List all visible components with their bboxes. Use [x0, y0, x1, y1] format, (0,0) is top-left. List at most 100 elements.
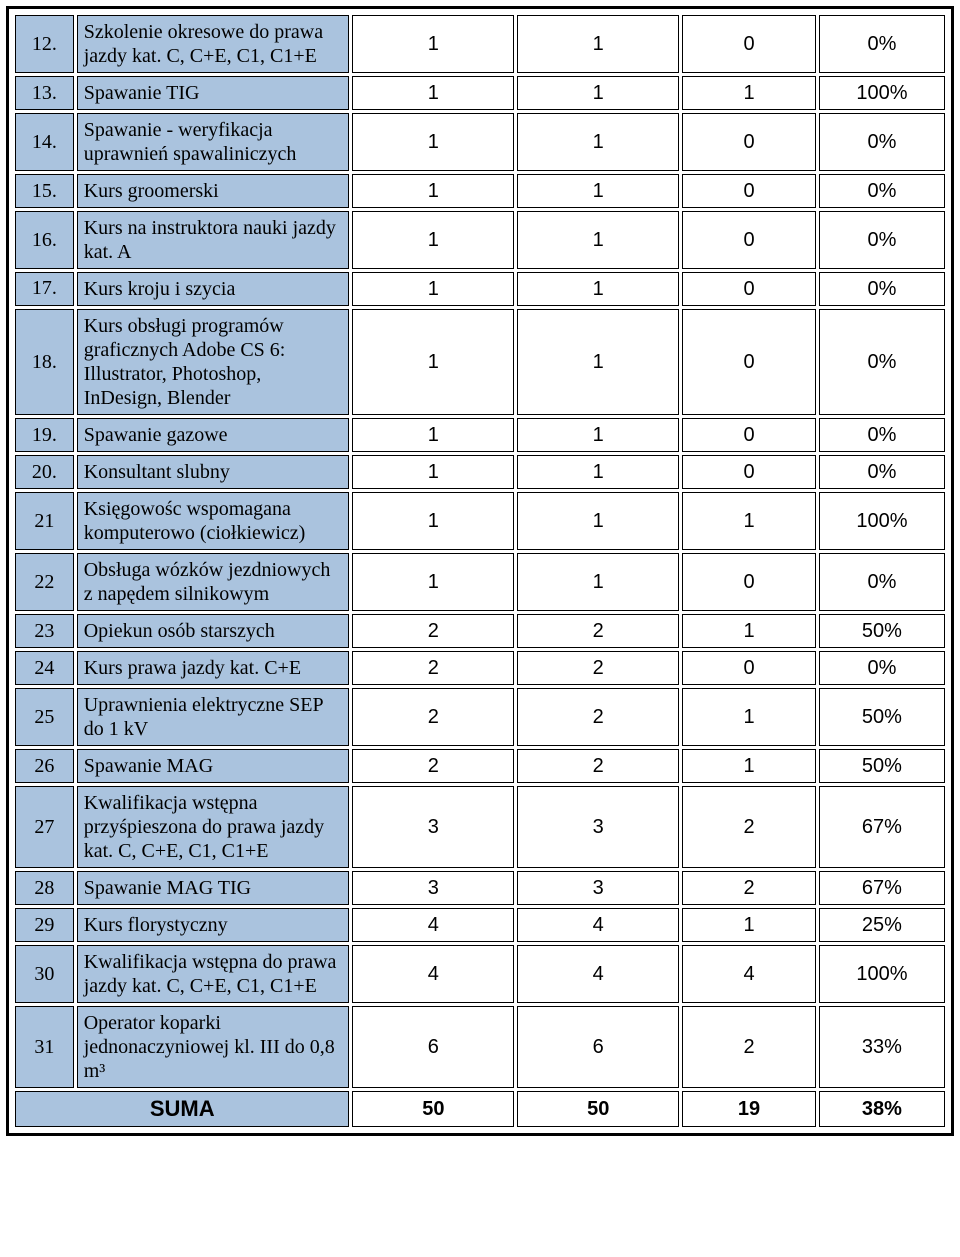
row-col6: 0% [819, 15, 945, 73]
row-col3: 1 [352, 272, 514, 306]
table-row: 29Kurs florystyczny44125% [15, 908, 945, 942]
row-number: 26 [15, 749, 74, 783]
table-row: 16.Kurs na instruktora nauki jazdy kat. … [15, 211, 945, 269]
row-col4: 2 [517, 651, 679, 685]
row-name: Opiekun osób starszych [77, 614, 350, 648]
row-col6: 0% [819, 553, 945, 611]
row-name: Spawanie TIG [77, 76, 350, 110]
row-name: Kurs florystyczny [77, 908, 350, 942]
row-col6: 0% [819, 272, 945, 306]
row-col4: 6 [517, 1006, 679, 1088]
row-col6: 0% [819, 455, 945, 489]
table-row: 14.Spawanie - weryfikacja uprawnień spaw… [15, 113, 945, 171]
row-col3: 1 [352, 15, 514, 73]
row-col6: 0% [819, 418, 945, 452]
row-col5: 1 [682, 76, 816, 110]
sum-c5: 19 [682, 1091, 816, 1127]
row-col3: 2 [352, 688, 514, 746]
row-col5: 0 [682, 211, 816, 269]
row-number: 30 [15, 945, 74, 1003]
row-name: Kurs na instruktora nauki jazdy kat. A [77, 211, 350, 269]
row-col4: 1 [517, 418, 679, 452]
row-col6: 50% [819, 749, 945, 783]
sum-row: SUMA50501938% [15, 1091, 945, 1127]
row-col4: 1 [517, 455, 679, 489]
row-number: 24 [15, 651, 74, 685]
row-col4: 1 [517, 211, 679, 269]
row-col5: 0 [682, 174, 816, 208]
table-row: 12.Szkolenie okresowe do prawa jazdy kat… [15, 15, 945, 73]
sum-c3: 50 [352, 1091, 514, 1127]
row-col5: 0 [682, 272, 816, 306]
row-col4: 1 [517, 76, 679, 110]
row-name: Kurs prawa jazdy kat. C+E [77, 651, 350, 685]
row-col5: 1 [682, 492, 816, 550]
row-name: Obsługa wózków jezdniowych z napędem sil… [77, 553, 350, 611]
row-col6: 67% [819, 786, 945, 868]
row-col6: 0% [819, 309, 945, 415]
row-col5: 0 [682, 15, 816, 73]
row-name: Spawanie MAG [77, 749, 350, 783]
row-col3: 1 [352, 455, 514, 489]
row-col3: 1 [352, 418, 514, 452]
table-row: 23Opiekun osób starszych22150% [15, 614, 945, 648]
row-col6: 33% [819, 1006, 945, 1088]
row-col3: 1 [352, 76, 514, 110]
row-col6: 50% [819, 688, 945, 746]
row-col5: 4 [682, 945, 816, 1003]
row-col5: 1 [682, 749, 816, 783]
row-col4: 1 [517, 309, 679, 415]
row-col5: 1 [682, 908, 816, 942]
table-row: 27Kwalifikacja wstępna przyśpieszona do … [15, 786, 945, 868]
row-col5: 0 [682, 113, 816, 171]
table-row: 24Kurs prawa jazdy kat. C+E2200% [15, 651, 945, 685]
row-number: 31 [15, 1006, 74, 1088]
table-frame: 12.Szkolenie okresowe do prawa jazdy kat… [6, 6, 954, 1136]
row-name: Spawanie - weryfikacja uprawnień spawali… [77, 113, 350, 171]
row-col4: 4 [517, 908, 679, 942]
row-col5: 1 [682, 688, 816, 746]
row-col6: 100% [819, 945, 945, 1003]
row-col4: 1 [517, 553, 679, 611]
sum-c6: 38% [819, 1091, 945, 1127]
table-row: 13.Spawanie TIG111100% [15, 76, 945, 110]
table-row: 21Księgowośc wspomagana komputerowo (cio… [15, 492, 945, 550]
sum-label: SUMA [15, 1091, 349, 1127]
row-col6: 0% [819, 651, 945, 685]
row-col5: 2 [682, 786, 816, 868]
row-name: Spawanie MAG TIG [77, 871, 350, 905]
row-name: Kwalifikacja wstępna przyśpieszona do pr… [77, 786, 350, 868]
row-col4: 1 [517, 492, 679, 550]
row-col4: 3 [517, 786, 679, 868]
row-name: Księgowośc wspomagana komputerowo (ciołk… [77, 492, 350, 550]
row-col3: 2 [352, 651, 514, 685]
row-name: Kurs groomerski [77, 174, 350, 208]
row-name: Kurs obsługi programów graficznych Adobe… [77, 309, 350, 415]
row-number: 21 [15, 492, 74, 550]
row-col4: 1 [517, 174, 679, 208]
row-col6: 0% [819, 113, 945, 171]
table-row: 20.Konsultant slubny1100% [15, 455, 945, 489]
row-col3: 2 [352, 749, 514, 783]
row-col6: 100% [819, 76, 945, 110]
row-name: Spawanie gazowe [77, 418, 350, 452]
row-col3: 1 [352, 492, 514, 550]
data-table: 12.Szkolenie okresowe do prawa jazdy kat… [12, 12, 948, 1130]
row-col4: 2 [517, 749, 679, 783]
table-row: 26Spawanie MAG22150% [15, 749, 945, 783]
row-col5: 0 [682, 455, 816, 489]
row-col3: 1 [352, 174, 514, 208]
row-col3: 2 [352, 614, 514, 648]
row-name: Kwalifikacja wstępna do prawa jazdy kat.… [77, 945, 350, 1003]
row-number: 17. [15, 272, 74, 306]
row-col6: 0% [819, 174, 945, 208]
table-row: 19.Spawanie gazowe1100% [15, 418, 945, 452]
row-number: 18. [15, 309, 74, 415]
table-row: 31Operator koparki jednonaczyniowej kl. … [15, 1006, 945, 1088]
row-col6: 100% [819, 492, 945, 550]
row-col4: 1 [517, 15, 679, 73]
row-col3: 4 [352, 908, 514, 942]
row-number: 25 [15, 688, 74, 746]
row-col3: 3 [352, 871, 514, 905]
row-number: 22 [15, 553, 74, 611]
